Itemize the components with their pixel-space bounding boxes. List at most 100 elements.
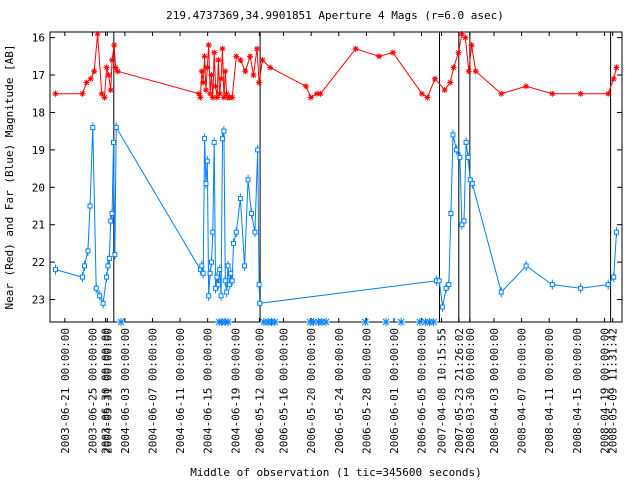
series-1 bbox=[53, 122, 619, 313]
data-point bbox=[498, 289, 504, 295]
data-point bbox=[214, 274, 220, 280]
x-tick-label: 2004-06-19 00:00:00 bbox=[229, 328, 242, 454]
x-tick-label: 2006-06-01 00:00:00 bbox=[388, 328, 401, 454]
x-axis-label: Middle of observation (1 tic=345600 seco… bbox=[190, 466, 481, 479]
data-point bbox=[224, 289, 230, 295]
data-point bbox=[462, 34, 469, 41]
data-point bbox=[204, 64, 211, 71]
data-point bbox=[255, 147, 261, 153]
data-point bbox=[242, 263, 248, 269]
data-point bbox=[450, 64, 457, 71]
data-point bbox=[245, 177, 251, 183]
data-point bbox=[253, 45, 260, 52]
data-point bbox=[206, 293, 212, 299]
data-point bbox=[250, 72, 257, 79]
data-point bbox=[611, 274, 617, 280]
x-tick-label: 2008-04-11 00:00:00 bbox=[543, 328, 556, 454]
x-tick-label: 2008-04-03 00:00:00 bbox=[488, 328, 501, 454]
data-point bbox=[267, 64, 274, 71]
y-tick-label: 20 bbox=[32, 181, 45, 194]
x-tick-label: 2006-05-20 00:00:00 bbox=[305, 328, 318, 454]
limit-marker bbox=[321, 318, 330, 326]
data-point bbox=[219, 136, 225, 142]
data-point bbox=[87, 203, 93, 209]
data-point bbox=[83, 79, 90, 86]
data-point bbox=[436, 278, 442, 284]
data-point bbox=[610, 75, 617, 82]
data-point bbox=[216, 90, 223, 97]
data-point bbox=[197, 94, 204, 101]
data-point bbox=[605, 282, 611, 288]
data-point bbox=[440, 304, 446, 310]
data-point bbox=[107, 87, 114, 93]
data-point bbox=[213, 94, 220, 101]
limit-marker bbox=[317, 318, 326, 326]
chart-title: 219.4737369,34.9901851 Aperture 4 Mags (… bbox=[166, 9, 504, 22]
data-point bbox=[455, 49, 462, 56]
data-point bbox=[498, 90, 505, 97]
x-tick-label: 2007-04-08 10:15:55 bbox=[436, 328, 449, 454]
data-point bbox=[98, 90, 105, 97]
data-point bbox=[259, 57, 266, 64]
data-point bbox=[432, 75, 439, 82]
x-tick-label: 2008-04-15 00:00:00 bbox=[571, 328, 584, 454]
data-point bbox=[110, 139, 116, 145]
data-point bbox=[104, 274, 110, 280]
data-point bbox=[90, 124, 96, 130]
data-point bbox=[523, 263, 529, 269]
data-point bbox=[389, 49, 396, 56]
limit-marker bbox=[421, 318, 430, 326]
x-tick-label: 2004-06-11 00:00:00 bbox=[174, 328, 187, 454]
data-point bbox=[79, 274, 85, 280]
data-point bbox=[252, 229, 258, 235]
data-point bbox=[218, 75, 225, 82]
series-layer bbox=[52, 30, 620, 326]
data-point bbox=[457, 154, 463, 160]
data-point bbox=[212, 83, 219, 90]
data-point bbox=[198, 68, 205, 75]
data-point bbox=[103, 64, 110, 71]
x-tick-label: 2006-05-28 00:00:00 bbox=[360, 328, 373, 454]
y-tick-label: 21 bbox=[32, 219, 45, 232]
data-point bbox=[465, 68, 472, 75]
data-point bbox=[578, 285, 584, 291]
x-tick-label: 2006-06-05 00:00:00 bbox=[416, 328, 429, 454]
data-point bbox=[302, 83, 309, 90]
data-point bbox=[222, 278, 228, 284]
x-tick-label: 2008-03-30 00:00:00 bbox=[464, 328, 477, 454]
data-point bbox=[248, 210, 254, 216]
series-line bbox=[55, 125, 617, 308]
data-point bbox=[237, 196, 243, 202]
limit-marker bbox=[117, 318, 126, 326]
data-point bbox=[79, 90, 86, 97]
x-tick-label: 2007-05-23 21:26:02 bbox=[453, 328, 466, 454]
data-point bbox=[256, 282, 262, 288]
data-point bbox=[424, 94, 431, 101]
data-point bbox=[418, 90, 425, 97]
data-point bbox=[111, 42, 118, 49]
data-point bbox=[237, 57, 244, 64]
limit-marker bbox=[224, 318, 233, 326]
data-point bbox=[222, 68, 229, 75]
data-point bbox=[200, 79, 207, 86]
limit-marker bbox=[382, 318, 391, 326]
data-point bbox=[105, 72, 112, 79]
x-tick-label: 2004-06-15 00:00:00 bbox=[202, 328, 215, 454]
data-point bbox=[114, 68, 121, 75]
data-point bbox=[211, 49, 218, 56]
data-point bbox=[447, 79, 454, 86]
data-point bbox=[210, 229, 216, 235]
limit-marker bbox=[309, 318, 318, 326]
data-point bbox=[549, 282, 555, 288]
data-point bbox=[217, 267, 223, 273]
data-point bbox=[605, 90, 612, 97]
data-point bbox=[215, 282, 221, 288]
data-point bbox=[112, 252, 118, 258]
data-point bbox=[205, 42, 212, 49]
y-tick-label: 17 bbox=[32, 69, 45, 82]
data-point bbox=[199, 263, 205, 269]
data-point bbox=[203, 181, 209, 187]
data-point bbox=[53, 267, 59, 273]
data-point bbox=[448, 210, 454, 216]
data-point bbox=[257, 300, 263, 306]
